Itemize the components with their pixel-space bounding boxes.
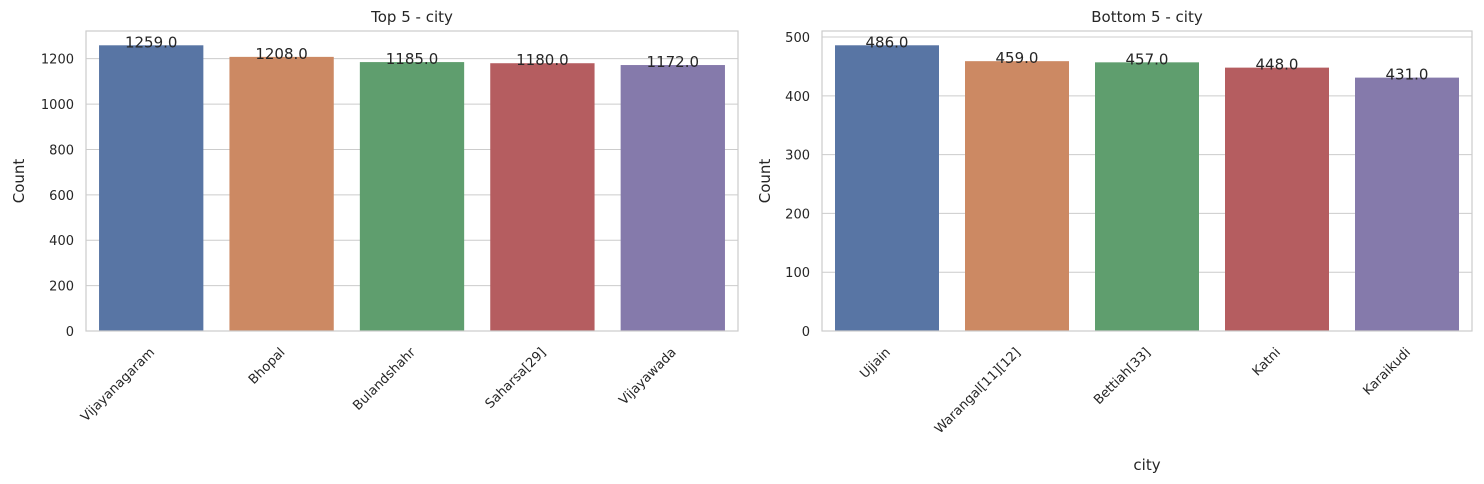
x-tick-label: Karaikudi <box>1360 345 1413 398</box>
bar-value-label: 486.0 <box>866 33 909 51</box>
y-tick-label: 1200 <box>41 53 74 68</box>
x-tick-label: Bulandshahr <box>350 345 419 414</box>
chart-title: Top 5 - city <box>370 8 453 26</box>
y-tick-label: 200 <box>49 280 74 295</box>
chart-title: Bottom 5 - city <box>1091 8 1203 26</box>
y-tick-label: 0 <box>66 325 74 340</box>
y-tick-label: 1000 <box>41 98 74 113</box>
y-tick-label: 600 <box>49 189 74 204</box>
bar-value-label: 448.0 <box>1256 56 1299 74</box>
bar-value-label: 1185.0 <box>386 50 439 68</box>
y-axis-label: Count <box>756 159 774 204</box>
y-tick-label: 100 <box>785 266 810 281</box>
y-tick-label: 500 <box>785 31 810 46</box>
bar-value-label: 1180.0 <box>516 51 569 69</box>
y-tick-label: 0 <box>802 325 810 340</box>
x-tick-label: Bettiah[33] <box>1091 345 1154 408</box>
plot-frame <box>85 30 739 332</box>
bar <box>1225 67 1329 331</box>
bottom-5-city-chart: 0 100 200 300 400 500 486.0 Ujjain 459.0 Warangal… <box>756 8 1473 474</box>
bar <box>965 61 1069 332</box>
bar-value-label: 457.0 <box>1126 50 1169 68</box>
y-tick-label: 400 <box>49 234 74 249</box>
y-axis-label: Count <box>10 159 28 204</box>
bar <box>1355 77 1459 332</box>
bar <box>229 56 334 331</box>
y-tick-label: 400 <box>785 90 810 105</box>
x-tick-label: Vijayanagaram <box>78 345 158 425</box>
bar-value-label: 459.0 <box>996 49 1039 67</box>
x-tick-label: Saharsa[29] <box>483 345 550 412</box>
x-tick-label: Ujjain <box>857 345 893 381</box>
bar-value-label: 1259.0 <box>125 33 178 51</box>
x-tick-label: Vijayawada <box>616 345 679 408</box>
x-tick-label: Warangal[11][12] <box>932 345 1024 437</box>
x-axis-label: city <box>1133 456 1160 474</box>
bar <box>835 45 939 332</box>
bar-value-label: 1208.0 <box>255 45 308 63</box>
bar <box>620 65 725 331</box>
bar <box>490 63 595 331</box>
top-5-city-chart: 0 200 400 600 800 1000 1200 1259.0 Vijayanagaram… <box>10 8 739 425</box>
bar-value-label: 431.0 <box>1386 66 1429 84</box>
x-tick-label: Katni <box>1250 345 1284 379</box>
y-tick-label: 200 <box>785 207 810 222</box>
bar <box>99 45 204 332</box>
x-tick-label: Bhopal <box>246 345 288 387</box>
plot-frame <box>821 30 1473 332</box>
bar <box>359 62 465 331</box>
bar <box>1095 62 1199 332</box>
bar-value-label: 1172.0 <box>647 53 700 71</box>
y-tick-label: 800 <box>49 143 74 158</box>
y-tick-label: 300 <box>785 149 810 164</box>
